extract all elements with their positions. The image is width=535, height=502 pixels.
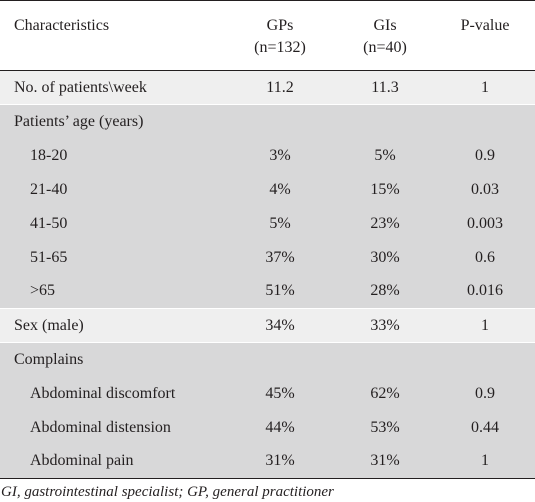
table-row-age-21-40: 21-40 4% 15% 0.03 [0, 172, 535, 207]
header-gps-n: (n=132) [254, 39, 306, 56]
p-value: 1 [481, 316, 489, 334]
gis-value: 33% [370, 316, 400, 334]
gps-value: 37% [265, 248, 295, 266]
row-label: Abdominal distension [30, 418, 171, 436]
row-label: >65 [30, 282, 56, 300]
header-gis: GIs (n=40) [335, 1, 435, 71]
gps-value: 3% [269, 146, 291, 164]
p-value: 0.9 [475, 384, 495, 402]
row-label: Sex (male) [14, 316, 84, 334]
table-header-row: Characteristics GPs (n=132) GIs (n=40) P… [0, 0, 535, 71]
gps-value: 11.2 [266, 78, 294, 96]
table-footnote: GI, gastrointestinal specialist; GP, gen… [1, 484, 334, 500]
table-row-patients-week: No. of patients\week 11.2 11.3 1 [0, 70, 535, 105]
gis-value: 28% [370, 282, 400, 300]
table-row-age-41-50: 41-50 5% 23% 0.003 [0, 206, 535, 241]
gis-value: 5% [374, 146, 396, 164]
row-section-label: Patients’ age (years) [14, 112, 144, 130]
gis-value: 15% [370, 180, 400, 198]
gis-value: 23% [370, 214, 400, 232]
header-gis-n: (n=40) [363, 39, 407, 56]
gis-value: 11.3 [371, 78, 399, 96]
gis-value: 31% [370, 452, 400, 470]
table-row-age-18-20: 18-20 3% 5% 0.9 [0, 138, 535, 173]
table-row-complains-header: Complains [0, 342, 535, 377]
p-value: 0.9 [475, 146, 495, 164]
p-value: 0.6 [475, 248, 495, 266]
gps-value: 51% [265, 282, 295, 300]
table-row-abdominal-distension: Abdominal distension 44% 53% 0.44 [0, 410, 535, 445]
gps-value: 44% [265, 418, 295, 436]
table-row-abdominal-discomfort: Abdominal discomfort 45% 62% 0.9 [0, 376, 535, 411]
header-gis-label: GIs [373, 17, 397, 34]
row-label: 51-65 [30, 248, 68, 266]
row-label: No. of patients\week [14, 78, 147, 96]
header-characteristics: Characteristics [14, 17, 110, 34]
gis-value: 53% [370, 418, 400, 436]
header-gps-label: GPs [266, 17, 294, 34]
gps-value: 4% [269, 180, 291, 198]
gps-value: 31% [265, 452, 295, 470]
p-value: 1 [481, 452, 489, 470]
gis-value: 30% [370, 248, 400, 266]
table-row-sex-male: Sex (male) 34% 33% 1 [0, 308, 535, 343]
table-row-age-65-plus: >65 51% 28% 0.016 [0, 274, 535, 309]
row-label: 41-50 [30, 214, 68, 232]
p-value: 0.44 [471, 418, 499, 436]
p-value: 1 [481, 78, 489, 96]
row-label: 21-40 [30, 180, 68, 198]
header-pvalue: P-value [460, 17, 510, 34]
gps-value: 45% [265, 384, 295, 402]
row-label: Abdominal discomfort [30, 384, 176, 402]
row-label: 18-20 [30, 146, 68, 164]
gps-value: 34% [265, 316, 295, 334]
table-row-abdominal-pain: Abdominal pain 31% 31% 1 [0, 444, 535, 479]
results-table: Characteristics GPs (n=132) GIs (n=40) P… [0, 0, 535, 479]
p-value: 0.03 [471, 180, 499, 198]
p-value: 0.016 [467, 282, 503, 300]
table-row-age-header: Patients’ age (years) [0, 104, 535, 139]
p-value: 0.003 [467, 214, 503, 232]
header-gps: GPs (n=132) [225, 1, 335, 71]
row-label: Abdominal pain [30, 452, 134, 470]
row-section-label: Complains [14, 350, 84, 368]
table-row-age-51-65: 51-65 37% 30% 0.6 [0, 240, 535, 275]
gps-value: 5% [269, 214, 291, 232]
gis-value: 62% [370, 384, 400, 402]
